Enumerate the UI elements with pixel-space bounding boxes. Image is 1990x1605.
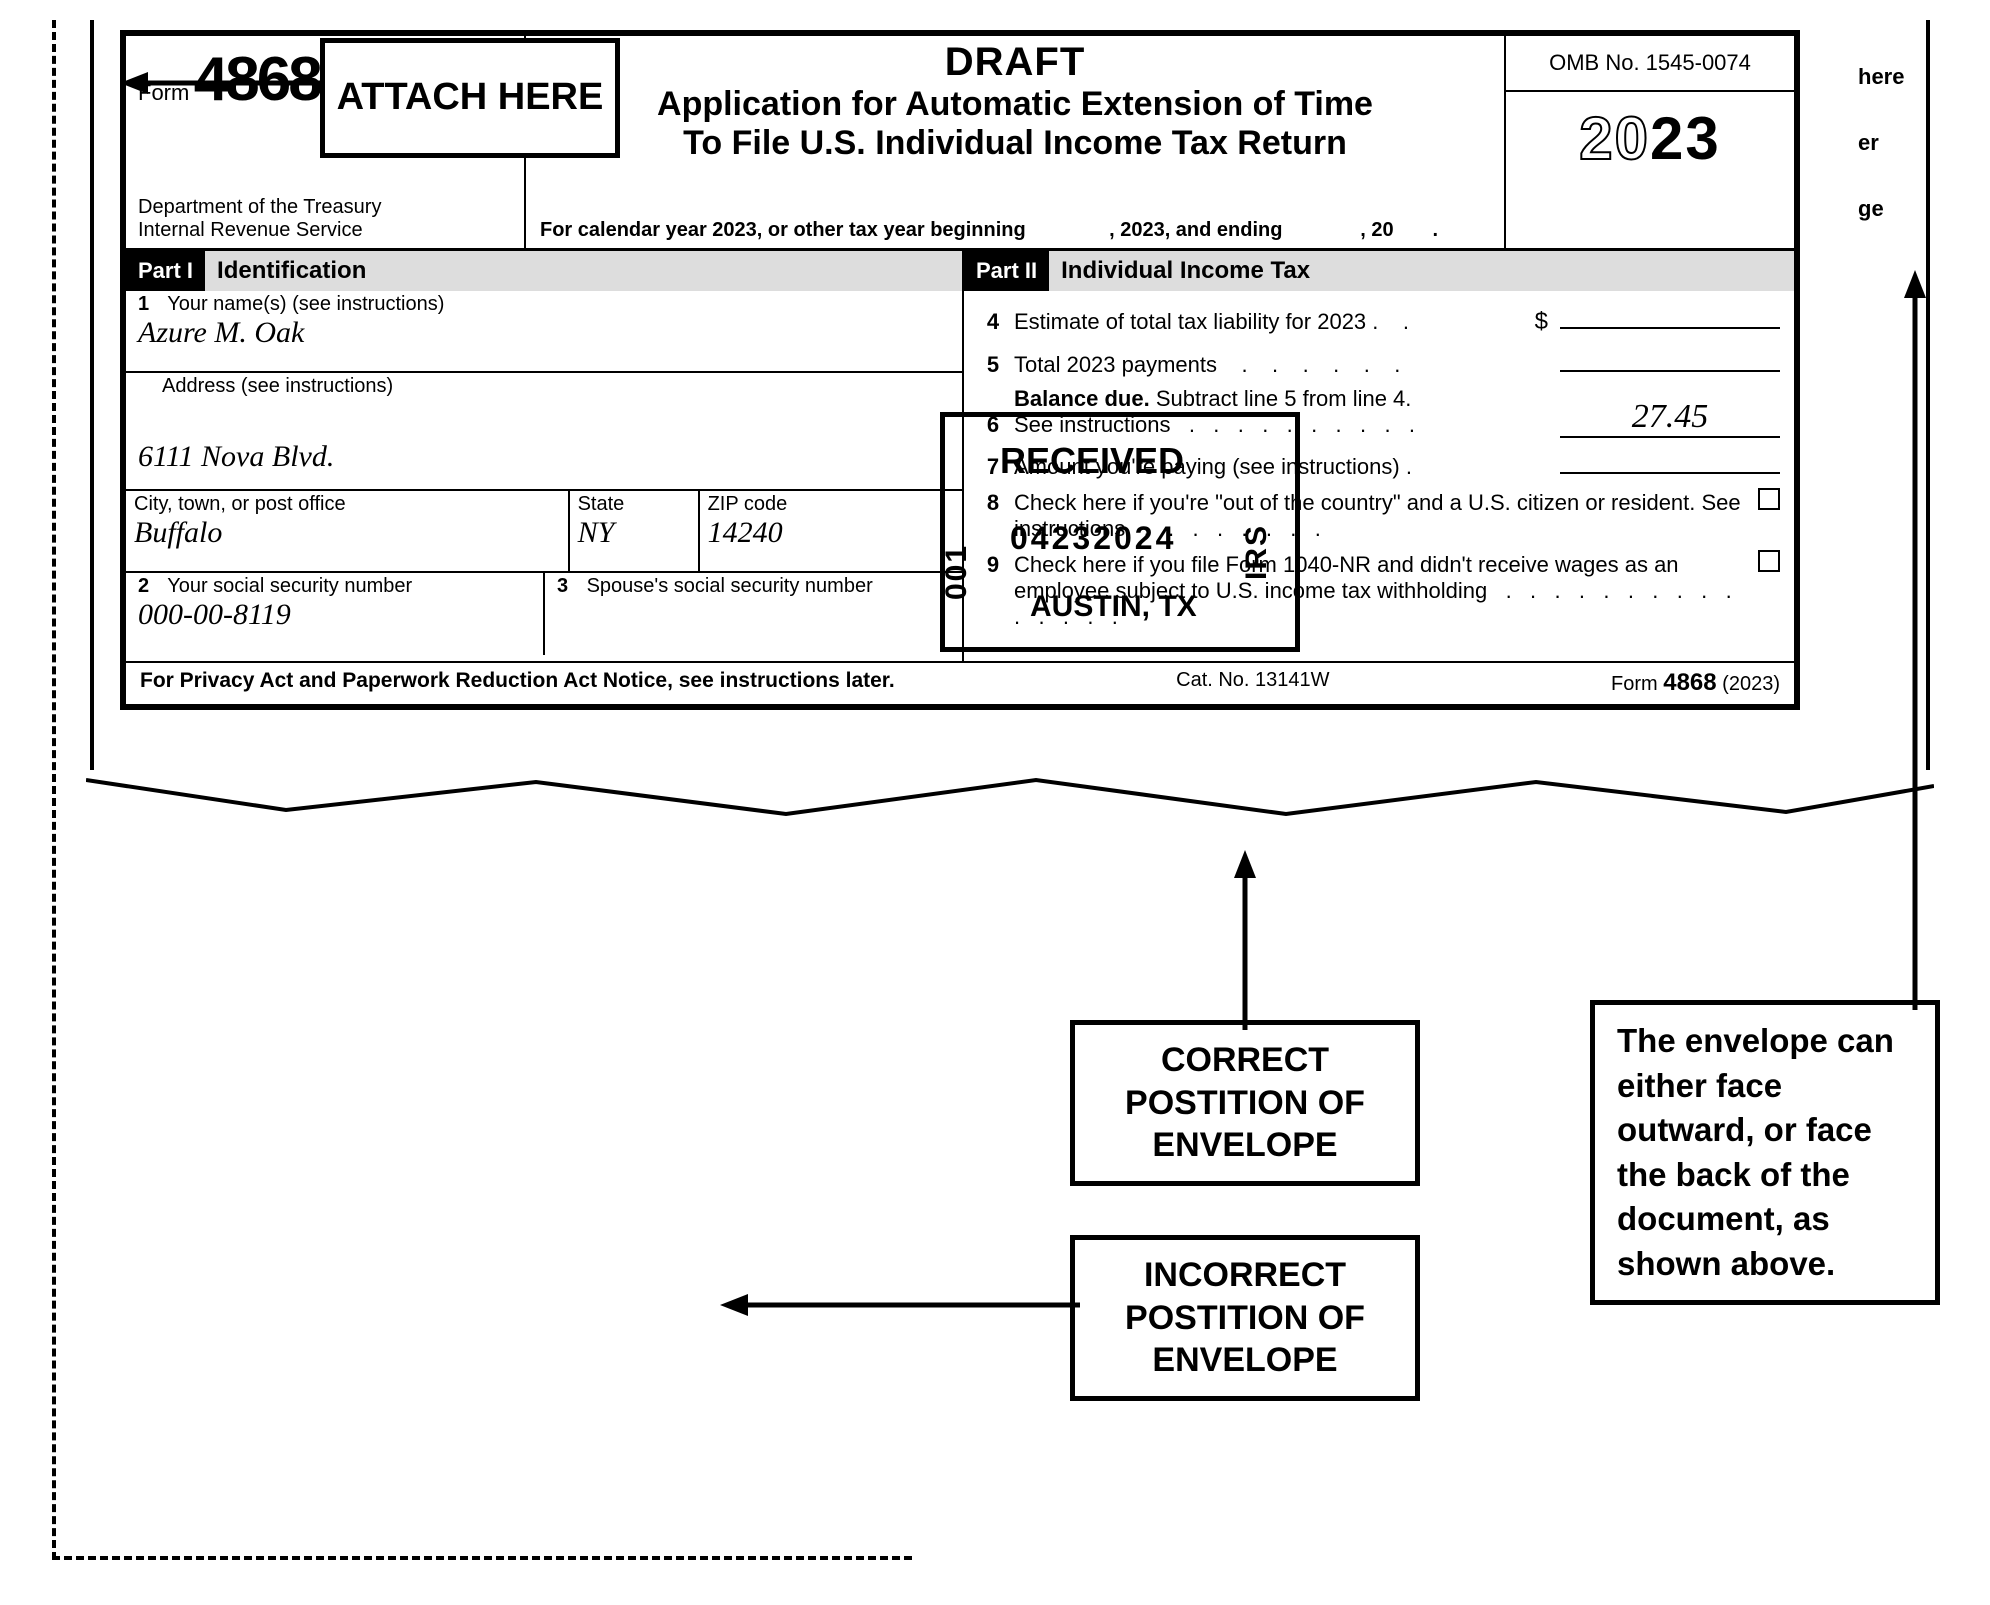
city-label: City, town, or post office xyxy=(134,493,560,516)
part2-bar: Part II Individual Income Tax xyxy=(964,251,1794,291)
correct-callout: CORRECT POSTITION OF ENVELOPE xyxy=(1070,1020,1420,1186)
addr-label: Address (see instructions) xyxy=(138,375,950,398)
footer-right-c: (2023) xyxy=(1717,673,1780,695)
footer-right-a: Form xyxy=(1611,673,1663,695)
city-state-zip: City, town, or post office Buffalo State… xyxy=(126,491,962,573)
ssn-field: 2 Your social security number 000-00-811… xyxy=(126,573,545,655)
stamp-date: 04232024 xyxy=(1010,520,1176,557)
department-block: Department of the Treasury Internal Reve… xyxy=(138,196,381,242)
line9-checkbox[interactable] xyxy=(1758,550,1780,572)
footer-right: Form 4868 (2023) xyxy=(1611,669,1780,697)
line4-amount[interactable] xyxy=(1560,301,1780,329)
state-field: State NY xyxy=(570,491,700,571)
part2-title: Individual Income Tax xyxy=(1049,257,1310,285)
line7-amount[interactable] xyxy=(1560,446,1780,474)
attach-here-callout: ATTACH HERE xyxy=(320,38,620,158)
stamp-irs: IRS xyxy=(1240,524,1274,580)
header-middle: DRAFT Application for Automatic Extensio… xyxy=(526,36,1504,248)
line4: 4 Estimate of total tax liability for 20… xyxy=(978,297,1780,340)
attach-arrow-icon xyxy=(120,68,330,98)
right-callout: The envelope can either face outward, or… xyxy=(1590,1000,1940,1305)
year-prefix: 20 xyxy=(1579,105,1650,172)
identification-block: 1 Your name(s) (see instructions) Azure … xyxy=(126,291,964,661)
right-arrow-icon xyxy=(1900,270,1930,1010)
city-value[interactable]: Buffalo xyxy=(134,516,560,550)
zip-value[interactable]: 14240 xyxy=(708,516,954,550)
stamp-received: RECEIVED xyxy=(1000,440,1184,482)
address-value[interactable]: 6111 Nova Blvd. xyxy=(138,440,950,474)
incorrect-callout: INCORRECT POSTITION OF ENVELOPE xyxy=(1070,1235,1420,1401)
year-suffix: 23 xyxy=(1650,105,1721,172)
line4-number: 4 xyxy=(978,309,1008,335)
stamp-seq: 001 xyxy=(940,544,974,600)
state-value[interactable]: NY xyxy=(578,516,690,550)
zip-field: ZIP code 14240 xyxy=(700,491,962,571)
dept-line2: Internal Revenue Service xyxy=(138,219,381,242)
line3-label: Spouse's social security number xyxy=(587,575,873,597)
line2-label: Your social security number xyxy=(167,575,412,597)
line5-number: 5 xyxy=(978,352,1008,378)
footer-right-b: 4868 xyxy=(1663,669,1716,696)
part-headers: Part I Identification Part II Individual… xyxy=(126,251,1794,291)
ssn-value[interactable]: 000-00-8119 xyxy=(138,598,531,632)
line6-rest: Subtract line 5 from line 4. xyxy=(1150,386,1412,411)
form-footer: For Privacy Act and Paperwork Reduction … xyxy=(126,661,1794,697)
line4-text: Estimate of total tax liability for 2023… xyxy=(1014,309,1529,335)
background-paper-tear xyxy=(86,770,1934,830)
form-title-1: Application for Automatic Extension of T… xyxy=(536,85,1494,124)
part1-bar: Part I Identification xyxy=(126,251,964,291)
line1-label: Your name(s) (see instructions) xyxy=(167,293,444,315)
footer-mid: Cat. No. 13141W xyxy=(1176,669,1329,697)
line6-amount[interactable]: 27.45 xyxy=(1560,398,1780,438)
name-value[interactable]: Azure M. Oak xyxy=(138,316,950,350)
calendar-year-line: For calendar year 2023, or other tax yea… xyxy=(526,219,1504,242)
part1-title: Identification xyxy=(205,257,366,285)
name-field: 1 Your name(s) (see instructions) Azure … xyxy=(126,291,962,373)
dept-line1: Department of the Treasury xyxy=(138,196,381,219)
stamp-city: AUSTIN, TX xyxy=(1030,590,1197,624)
line5: 5 Total 2023 payments . . . . . . xyxy=(978,340,1780,382)
dollar-sign: $ xyxy=(1535,308,1554,336)
state-label: State xyxy=(578,493,690,516)
footer-left: For Privacy Act and Paperwork Reduction … xyxy=(140,669,895,697)
line8-checkbox[interactable] xyxy=(1758,488,1780,510)
part2-tag: Part II xyxy=(964,251,1049,291)
draft-label: DRAFT xyxy=(536,40,1494,85)
header-right: OMB No. 1545-0074 2023 xyxy=(1504,36,1794,248)
zip-label: ZIP code xyxy=(708,493,954,516)
part1-tag: Part I xyxy=(126,251,205,291)
correct-arrow-icon xyxy=(1230,850,1260,1030)
line3-number: 3 xyxy=(557,575,581,598)
line6-bold: Balance due. xyxy=(1014,386,1150,411)
omb-number: OMB No. 1545-0074 xyxy=(1506,36,1794,92)
spouse-ssn-field: 3 Spouse's social security number xyxy=(545,573,962,655)
background-side-label: here er ge xyxy=(1858,60,1968,225)
incorrect-arrow-icon xyxy=(720,1290,1080,1320)
city-field: City, town, or post office Buffalo xyxy=(126,491,570,571)
line5-amount[interactable] xyxy=(1560,344,1780,372)
form-title-2: To File U.S. Individual Income Tax Retur… xyxy=(536,124,1494,163)
line5-text: Total 2023 payments . . . . . . xyxy=(1014,352,1554,378)
tax-year: 2023 xyxy=(1506,92,1794,173)
ssn-row: 2 Your social security number 000-00-811… xyxy=(126,573,962,655)
address-field: Address (see instructions) 6111 Nova Blv… xyxy=(126,373,962,491)
line1-number: 1 xyxy=(138,293,162,316)
line2-number: 2 xyxy=(138,575,162,598)
